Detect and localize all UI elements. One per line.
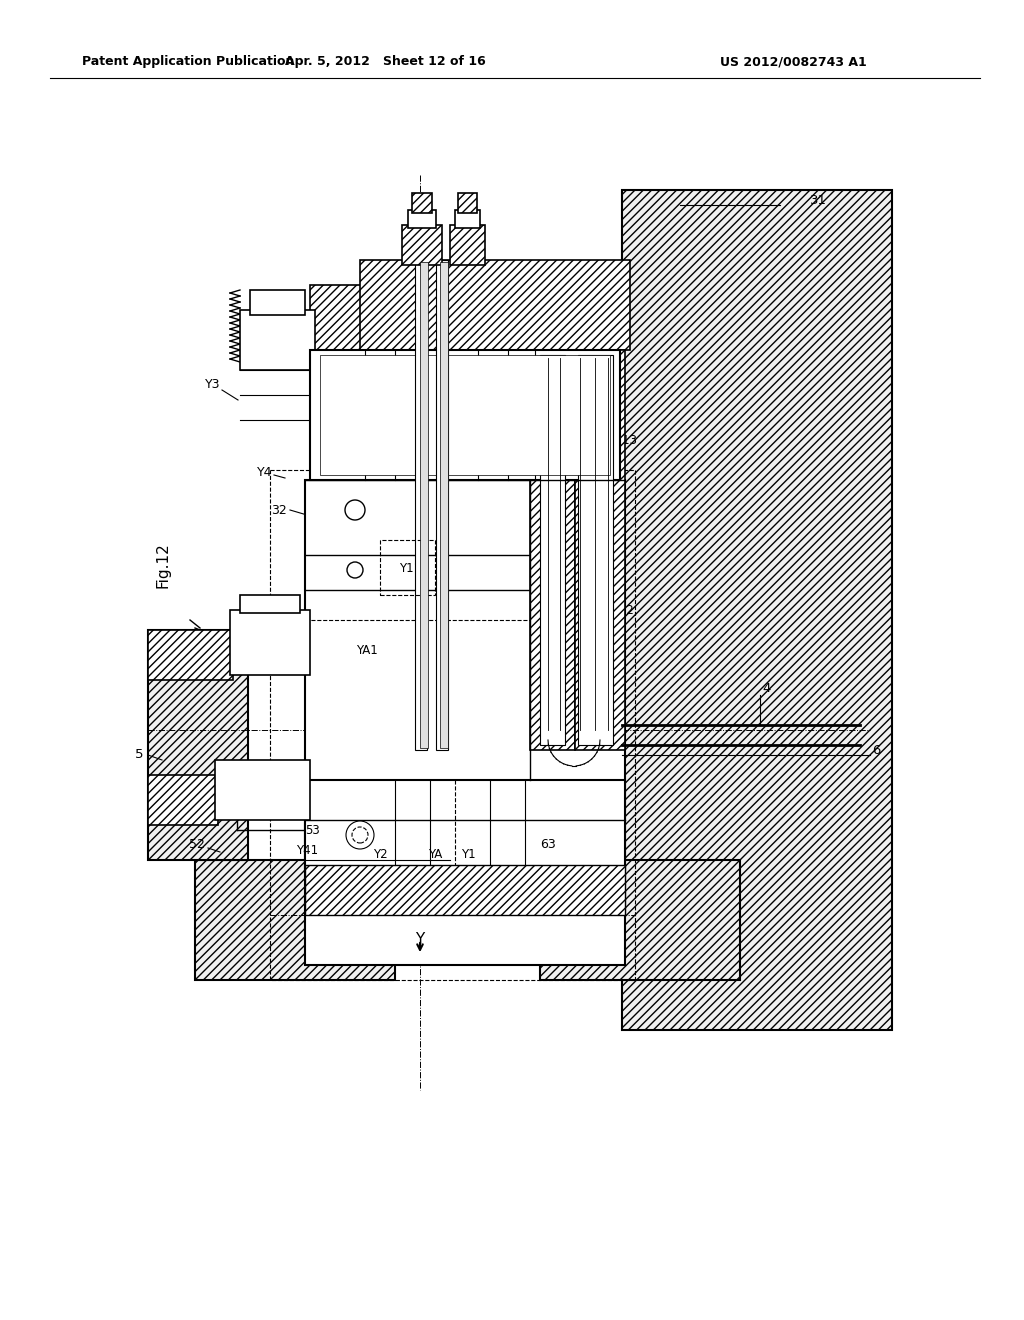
Bar	[319, 355, 610, 475]
Bar	[436, 260, 449, 750]
Bar	[305, 780, 625, 965]
Text: US 2012/0082743 A1: US 2012/0082743 A1	[720, 55, 866, 69]
Text: Patent Application Publication: Patent Application Publication	[82, 55, 294, 69]
Bar	[530, 350, 575, 750]
Text: 5: 5	[134, 748, 143, 762]
Bar	[578, 355, 613, 744]
Text: 52: 52	[189, 838, 205, 851]
Bar	[148, 630, 233, 680]
Text: YA2: YA2	[612, 603, 634, 616]
Bar	[408, 210, 436, 228]
Bar	[250, 290, 305, 315]
Text: Y42: Y42	[419, 242, 441, 255]
Text: 32: 32	[271, 503, 287, 516]
Bar	[458, 193, 477, 213]
Bar	[540, 861, 740, 979]
Text: Y: Y	[416, 932, 425, 948]
Bar	[195, 861, 395, 979]
Text: Y3: Y3	[205, 379, 220, 392]
Text: Y2: Y2	[373, 849, 387, 862]
Bar	[455, 210, 480, 228]
Text: Y1: Y1	[461, 849, 475, 862]
Bar	[148, 775, 218, 825]
Text: Y13: Y13	[615, 433, 637, 446]
Bar	[415, 260, 427, 750]
Circle shape	[347, 562, 362, 578]
Bar	[305, 865, 625, 915]
Text: Y11: Y11	[399, 561, 421, 574]
Bar	[240, 310, 315, 370]
Text: 53: 53	[304, 824, 319, 837]
Bar	[440, 261, 449, 748]
Text: Apr. 5, 2012   Sheet 12 of 16: Apr. 5, 2012 Sheet 12 of 16	[285, 55, 485, 69]
Text: Fig.12: Fig.12	[155, 543, 170, 587]
Text: 63: 63	[540, 838, 556, 851]
Bar	[310, 350, 620, 480]
Bar	[230, 610, 310, 675]
Bar	[215, 760, 310, 820]
Text: Y12: Y12	[600, 684, 623, 697]
Bar	[310, 285, 420, 475]
Bar	[380, 540, 435, 595]
Text: 31: 31	[810, 194, 827, 206]
Bar	[360, 260, 630, 350]
Bar	[412, 193, 432, 213]
Text: YA: YA	[428, 849, 442, 862]
Text: YA1: YA1	[356, 644, 378, 656]
Bar	[575, 350, 625, 750]
Bar	[622, 190, 892, 1030]
Text: Y4: Y4	[256, 466, 272, 479]
Bar	[420, 261, 428, 748]
Circle shape	[346, 821, 374, 849]
Bar	[450, 224, 485, 265]
Text: 4: 4	[762, 681, 770, 694]
Bar	[148, 630, 248, 861]
Circle shape	[345, 500, 365, 520]
Bar	[240, 595, 300, 612]
Text: Y14: Y14	[598, 639, 621, 652]
Text: 6: 6	[872, 743, 881, 756]
Bar	[540, 355, 565, 744]
Text: Y41: Y41	[296, 843, 318, 857]
Bar	[402, 224, 442, 265]
Bar	[305, 480, 625, 870]
